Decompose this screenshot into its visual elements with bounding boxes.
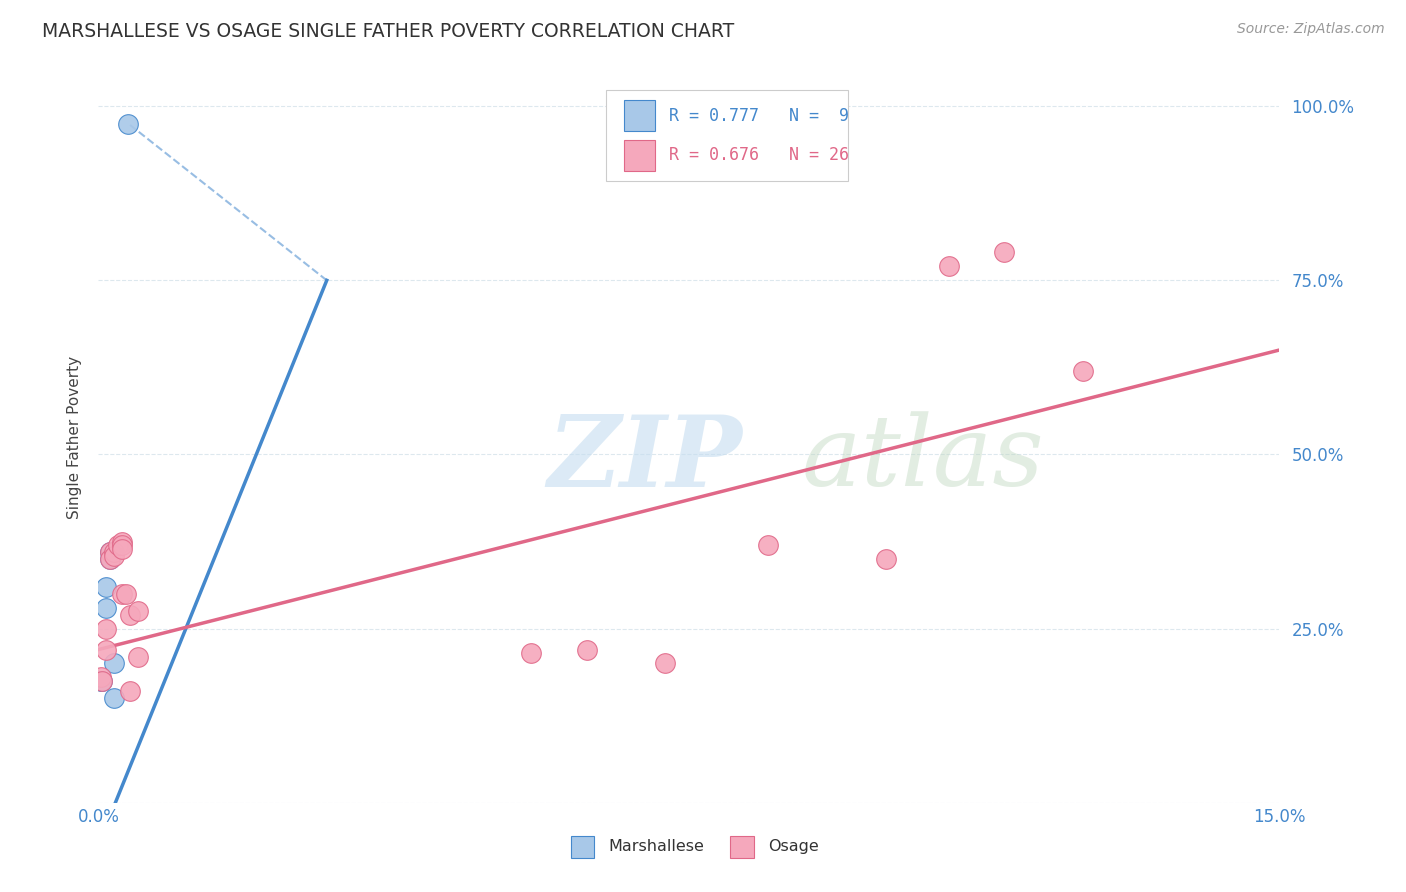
Point bbox=[117, 117, 139, 131]
Point bbox=[96, 642, 118, 657]
Y-axis label: Single Father Poverty: Single Father Poverty bbox=[67, 356, 83, 518]
Bar bbox=[624, 140, 655, 170]
Text: R = 0.777   N =  9: R = 0.777 N = 9 bbox=[669, 107, 849, 125]
Point bbox=[96, 580, 118, 594]
Point bbox=[90, 670, 112, 684]
Point bbox=[938, 260, 960, 274]
Text: MARSHALLESE VS OSAGE SINGLE FATHER POVERTY CORRELATION CHART: MARSHALLESE VS OSAGE SINGLE FATHER POVER… bbox=[42, 22, 734, 41]
Text: R = 0.676   N = 26: R = 0.676 N = 26 bbox=[669, 146, 849, 164]
FancyBboxPatch shape bbox=[606, 90, 848, 181]
Point bbox=[111, 587, 134, 601]
Point bbox=[654, 657, 676, 671]
Point bbox=[993, 245, 1015, 260]
Point bbox=[127, 604, 149, 618]
Point bbox=[875, 552, 897, 566]
Point bbox=[118, 684, 141, 698]
Point bbox=[98, 552, 121, 566]
Point bbox=[103, 657, 125, 671]
Point bbox=[756, 538, 779, 552]
Point bbox=[118, 607, 141, 622]
Point bbox=[98, 545, 121, 559]
Point bbox=[111, 538, 134, 552]
Point bbox=[103, 545, 125, 559]
Point bbox=[107, 538, 129, 552]
Point bbox=[127, 649, 149, 664]
Point bbox=[91, 673, 114, 688]
Text: ZIP: ZIP bbox=[547, 411, 742, 508]
Point bbox=[111, 541, 134, 556]
Point bbox=[111, 534, 134, 549]
Point bbox=[115, 587, 138, 601]
Text: Source: ZipAtlas.com: Source: ZipAtlas.com bbox=[1237, 22, 1385, 37]
Point bbox=[96, 622, 118, 636]
Point bbox=[575, 642, 598, 657]
Bar bbox=[624, 101, 655, 131]
Bar bbox=[571, 836, 595, 858]
Point bbox=[520, 646, 543, 660]
Point bbox=[98, 552, 121, 566]
Point bbox=[1071, 364, 1094, 378]
Point bbox=[96, 600, 118, 615]
Text: Osage: Osage bbox=[768, 839, 818, 855]
Point bbox=[90, 673, 112, 688]
Text: atlas: atlas bbox=[801, 411, 1043, 507]
Text: Marshallese: Marshallese bbox=[609, 839, 704, 855]
Bar bbox=[730, 836, 754, 858]
Point bbox=[91, 673, 114, 688]
Point bbox=[103, 691, 125, 706]
Point bbox=[103, 549, 125, 563]
Point bbox=[98, 545, 121, 559]
